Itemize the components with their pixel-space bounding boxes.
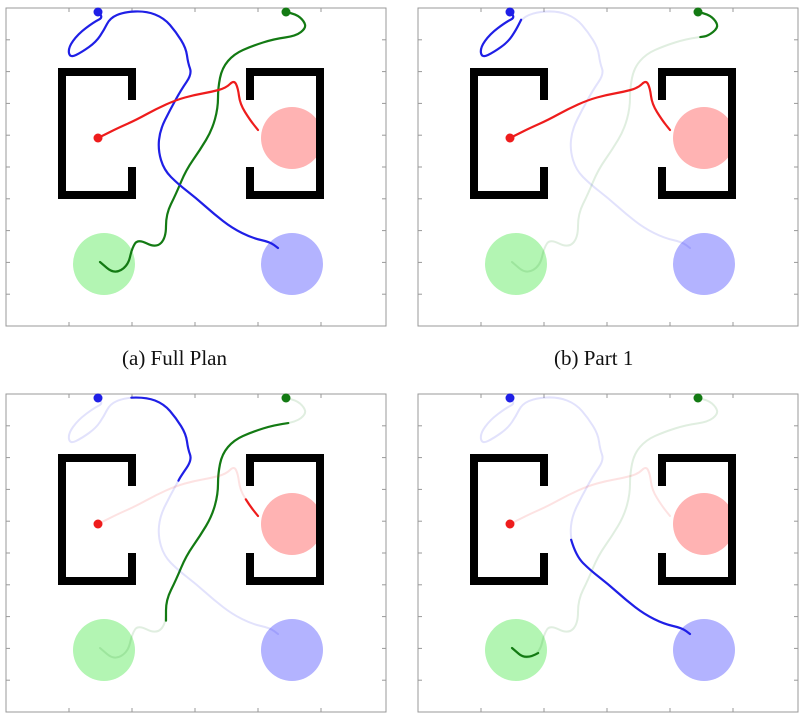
blue-goal-region xyxy=(673,619,735,681)
green-trajectory-segment xyxy=(164,421,290,622)
blue-trajectory-segment xyxy=(479,10,523,58)
red-robot-start xyxy=(505,133,515,143)
green-robot-start xyxy=(693,7,703,17)
blue-robot-start xyxy=(505,7,515,17)
blue-trajectory-segment xyxy=(570,538,692,636)
red-goal-region xyxy=(673,107,735,169)
axis-ticks xyxy=(418,8,798,326)
red-goal-region xyxy=(673,493,735,555)
red-trajectory-segment xyxy=(508,80,672,140)
green-trajectory-faded xyxy=(511,397,719,659)
panel-full-plan xyxy=(5,7,387,327)
green-robot-start xyxy=(281,7,291,17)
axis-ticks xyxy=(6,8,386,326)
green-trajectory-segment xyxy=(696,10,719,39)
green-goal-region xyxy=(485,233,547,295)
caption-full-plan: (a) Full Plan xyxy=(122,346,227,370)
red-robot-start xyxy=(505,519,515,529)
blue-robot-start xyxy=(93,393,103,403)
green-trajectory-segment xyxy=(98,10,307,273)
axis-ticks xyxy=(418,394,798,712)
green-robot-start xyxy=(693,393,703,403)
blue-goal-region xyxy=(261,619,323,681)
right-bracket-obstacle xyxy=(246,454,324,585)
red-robot-start xyxy=(93,133,103,143)
blue-robot-start xyxy=(93,7,103,17)
red-trajectory-segment xyxy=(96,80,260,140)
blue-goal-region xyxy=(673,233,735,295)
red-trajectory-faded xyxy=(509,467,671,525)
green-robot-start xyxy=(281,393,291,403)
blue-goal-region xyxy=(261,233,323,295)
green-trajectory-segment xyxy=(510,646,540,658)
left-bracket-obstacle xyxy=(58,68,136,199)
green-goal-region xyxy=(73,619,135,681)
axis-ticks xyxy=(6,394,386,712)
panel-part-1 xyxy=(417,7,799,327)
caption-part-1: (b) Part 1 xyxy=(554,346,634,370)
right-bracket-obstacle xyxy=(246,68,324,199)
red-goal-region xyxy=(261,493,323,555)
left-bracket-obstacle xyxy=(58,454,136,585)
red-trajectory-segment xyxy=(244,498,260,518)
red-robot-start xyxy=(93,519,103,529)
red-trajectory-faded xyxy=(97,467,259,525)
right-bracket-obstacle xyxy=(658,454,736,585)
panel-part-3 xyxy=(417,393,799,713)
blue-robot-start xyxy=(505,393,515,403)
blue-trajectory-segment xyxy=(130,396,192,482)
left-bracket-obstacle xyxy=(470,454,548,585)
red-goal-region xyxy=(261,107,323,169)
blue-trajectory-segment xyxy=(67,10,280,250)
right-bracket-obstacle xyxy=(658,68,736,199)
left-bracket-obstacle xyxy=(470,68,548,199)
panel-part-2 xyxy=(5,393,387,713)
